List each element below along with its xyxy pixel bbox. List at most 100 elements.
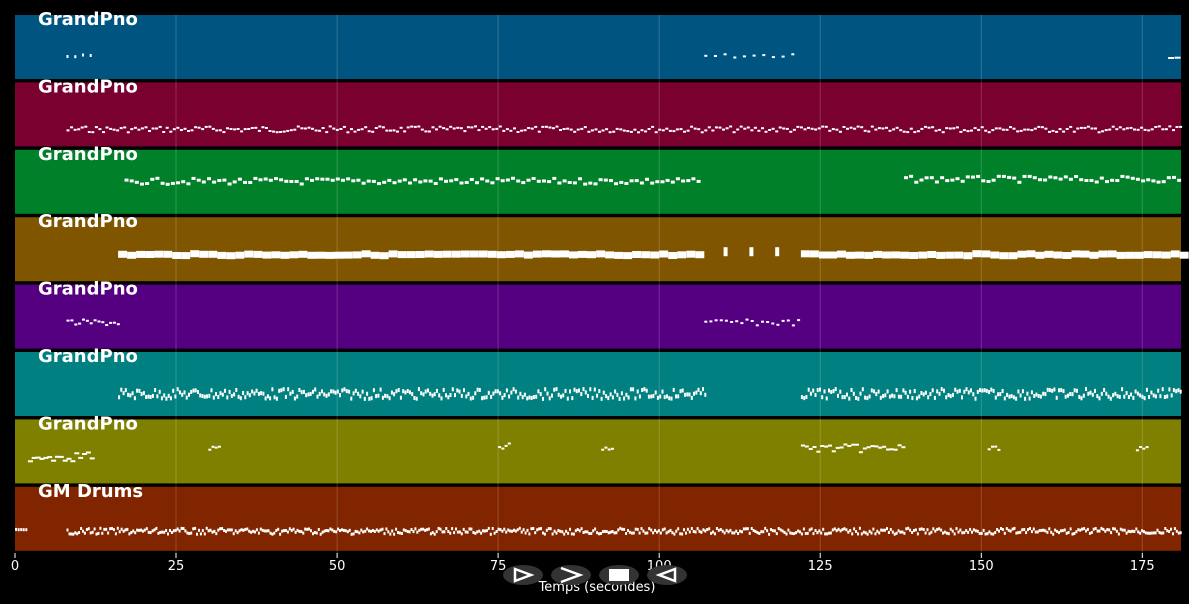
note <box>316 394 319 399</box>
note <box>593 387 596 392</box>
note <box>587 130 591 133</box>
note <box>613 531 616 535</box>
note <box>300 530 303 534</box>
note <box>567 181 572 184</box>
note <box>851 532 854 536</box>
note <box>791 532 794 535</box>
note <box>752 529 755 532</box>
note <box>429 532 432 536</box>
note <box>824 445 829 448</box>
note <box>1098 250 1108 258</box>
note <box>960 179 965 183</box>
note <box>992 388 995 393</box>
note <box>1038 529 1041 533</box>
note <box>1160 531 1163 535</box>
note <box>874 128 878 131</box>
note <box>1109 396 1112 401</box>
note <box>1116 394 1119 399</box>
note <box>153 528 156 532</box>
note <box>1022 174 1027 178</box>
note <box>991 445 994 448</box>
rewind-button[interactable] <box>647 565 687 585</box>
note <box>542 250 551 258</box>
note <box>714 126 718 129</box>
play-button[interactable] <box>503 565 543 585</box>
note <box>837 393 839 398</box>
note <box>159 530 162 534</box>
note <box>518 526 521 530</box>
note <box>279 532 282 536</box>
note <box>147 394 150 399</box>
note <box>35 456 41 459</box>
note <box>327 529 330 533</box>
note <box>1170 527 1172 531</box>
note <box>154 250 164 258</box>
note <box>54 455 60 458</box>
track: GrandPno <box>15 346 1182 416</box>
note <box>343 251 353 259</box>
note <box>418 180 423 184</box>
note <box>315 177 320 181</box>
note <box>485 529 488 533</box>
note <box>580 527 583 531</box>
note <box>372 388 375 393</box>
next-button[interactable] <box>551 565 591 585</box>
note <box>945 179 950 183</box>
note <box>290 528 293 532</box>
note <box>1135 527 1138 531</box>
note <box>509 129 513 132</box>
note <box>1116 251 1126 259</box>
note <box>992 532 995 536</box>
note <box>404 390 407 395</box>
note <box>826 532 828 536</box>
note <box>513 127 516 130</box>
note <box>160 181 165 185</box>
note <box>575 389 578 394</box>
note <box>982 528 985 532</box>
note <box>889 448 894 451</box>
note <box>456 388 459 393</box>
note <box>922 392 925 397</box>
note <box>775 247 780 257</box>
note <box>771 127 775 130</box>
track-background <box>15 486 1181 551</box>
play-outline-icon <box>513 567 535 583</box>
note <box>232 532 235 536</box>
note <box>984 532 987 536</box>
note <box>636 389 639 394</box>
note <box>283 529 285 533</box>
note <box>478 529 481 533</box>
note <box>254 126 258 129</box>
note <box>855 530 857 533</box>
note <box>781 529 784 533</box>
note <box>178 529 181 533</box>
note <box>899 129 903 132</box>
note <box>1102 527 1105 531</box>
note <box>248 393 251 398</box>
note <box>408 181 412 185</box>
note <box>1175 389 1178 394</box>
note <box>812 446 817 448</box>
note <box>109 321 113 324</box>
note <box>1157 388 1160 393</box>
note <box>179 129 183 131</box>
note <box>447 395 450 400</box>
note <box>352 391 355 396</box>
note <box>58 455 64 458</box>
note <box>174 528 177 532</box>
note <box>914 528 917 532</box>
note <box>451 387 454 392</box>
stop-button[interactable] <box>599 565 639 585</box>
note <box>383 532 386 536</box>
note <box>1068 177 1073 181</box>
note <box>693 391 695 396</box>
note <box>233 392 236 397</box>
note <box>445 393 447 398</box>
note <box>484 529 486 533</box>
note <box>325 177 330 181</box>
note <box>1040 126 1044 129</box>
note <box>66 129 70 132</box>
note <box>346 177 351 181</box>
note <box>658 128 662 131</box>
note <box>433 250 443 258</box>
